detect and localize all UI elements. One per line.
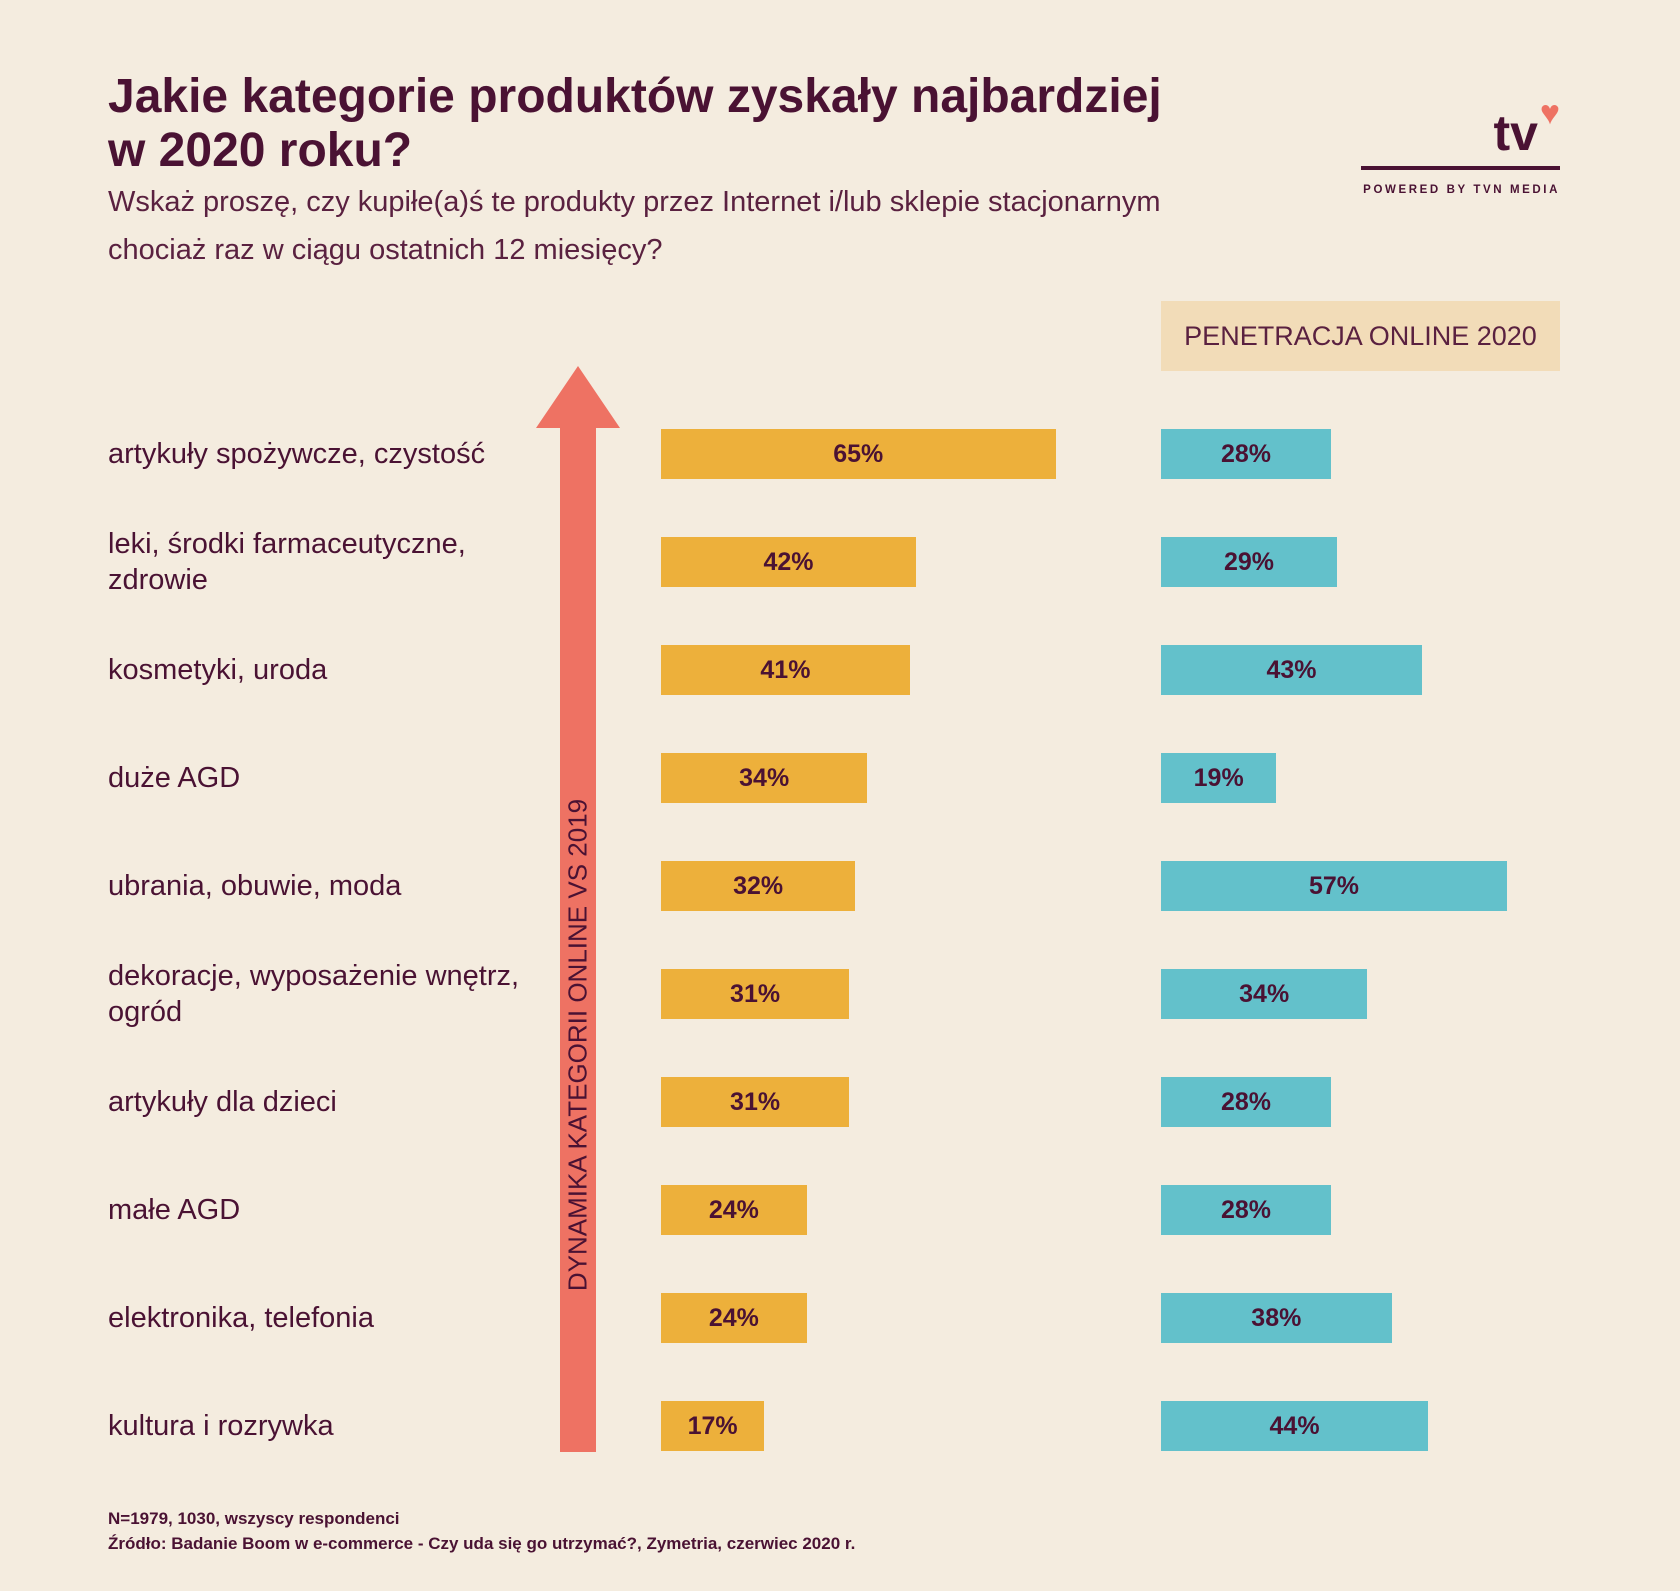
- dynamics-bar: 41%: [661, 645, 910, 695]
- footer-sample: N=1979, 1030, wszyscy respondenci: [108, 1509, 400, 1528]
- penetration-bar: 28%: [1161, 1077, 1331, 1127]
- category-label: kultura i rozrywka: [108, 1410, 334, 1442]
- category-label: leki, środki farmaceutyczne, zdrowie: [108, 528, 466, 596]
- logo-mark: tv: [1493, 105, 1538, 161]
- category-label: artykuły dla dzieci: [108, 1086, 337, 1118]
- dynamics-bar: 24%: [661, 1293, 807, 1343]
- penetration-bar: 44%: [1161, 1401, 1429, 1451]
- category-label: ubrania, obuwie, moda: [108, 870, 402, 902]
- dynamics-bar: 34%: [661, 753, 868, 803]
- footer-source: Źródło: Badanie Boom w e-commerce - Czy …: [108, 1534, 856, 1553]
- dynamics-bar: 17%: [661, 1401, 765, 1451]
- category-label: dekoracje, wyposażenie wnętrz, ogród: [108, 960, 520, 1028]
- dynamics-bar: 31%: [661, 1077, 850, 1127]
- page-title: Jakie kategorie produktów zyskały najbar…: [108, 70, 1162, 177]
- chart-row: ubrania, obuwie, moda 32% 57%: [0, 832, 1680, 940]
- dynamics-bar: 42%: [661, 537, 916, 587]
- penetration-bar: 38%: [1161, 1293, 1392, 1343]
- dynamics-bar: 31%: [661, 969, 850, 1019]
- logo-divider: [1361, 166, 1560, 170]
- category-label: małe AGD: [108, 1194, 241, 1226]
- penetration-bar: 29%: [1161, 537, 1338, 587]
- chart-row: artykuły dla dzieci 31% 28%: [0, 1048, 1680, 1156]
- dynamics-arrow-icon: [536, 366, 620, 1452]
- chart-row: małe AGD 24% 28%: [0, 1156, 1680, 1264]
- heart-icon: ♥: [1539, 94, 1560, 132]
- penetration-bar: 57%: [1161, 861, 1507, 911]
- tvn-logo: tv ♥ POWERED BY TVN MEDIA: [1358, 90, 1560, 200]
- chart-row: dekoracje, wyposażenie wnętrz, ogród 31% 3…: [0, 940, 1680, 1048]
- penetration-bar: 43%: [1161, 645, 1422, 695]
- penetration-bar: 19%: [1161, 753, 1277, 803]
- dynamics-bar: 24%: [661, 1185, 807, 1235]
- dynamics-bar: 32%: [661, 861, 856, 911]
- penetration-bar: 28%: [1161, 429, 1331, 479]
- category-label: elektronika, telefonia: [108, 1302, 374, 1334]
- category-label: artykuły spożywcze, czystość: [108, 438, 486, 470]
- chart-row: leki, środki farmaceutyczne, zdrowie 42% 2…: [0, 508, 1680, 616]
- dynamics-bar: 65%: [661, 429, 1056, 479]
- category-label: duże AGD: [108, 762, 241, 794]
- chart-row: elektronika, telefonia 24% 38%: [0, 1264, 1680, 1372]
- footer: N=1979, 1030, wszyscy respondenci Źródło…: [108, 1506, 855, 1556]
- chart-row: kosmetyki, uroda 41% 43%: [0, 616, 1680, 724]
- chart-row: artykuły spożywcze, czystość 65% 28%: [0, 400, 1680, 508]
- penetration-bar: 34%: [1161, 969, 1368, 1019]
- category-label: kosmetyki, uroda: [108, 654, 328, 686]
- page-subtitle: Wskaż proszę, czy kupiłe(a)ś te produkty…: [108, 186, 1161, 266]
- penetration-header: PENETRACJA ONLINE 2020: [1161, 301, 1560, 371]
- chart-row: duże AGD 34% 19%: [0, 724, 1680, 832]
- logo-tagline: POWERED BY TVN MEDIA: [1363, 184, 1560, 196]
- penetration-bar: 28%: [1161, 1185, 1331, 1235]
- chart-row: kultura i rozrywka 17% 44%: [0, 1372, 1680, 1480]
